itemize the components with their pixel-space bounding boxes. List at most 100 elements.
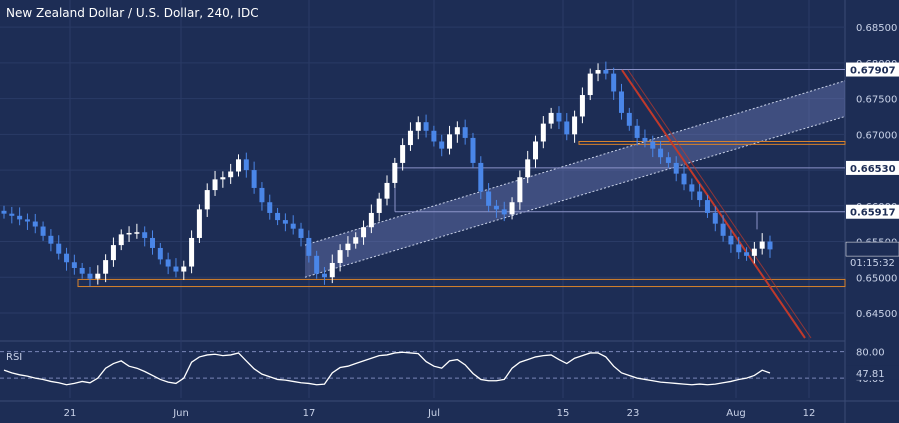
countdown-text: 01:15:32 — [850, 258, 895, 269]
x-tick-label: 21 — [64, 408, 77, 419]
chart-title: New Zealand Dollar / U.S. Dollar, 240, I… — [6, 6, 259, 20]
candle-body — [165, 259, 171, 267]
rsi-current-value: 47.81 — [856, 369, 885, 380]
candle-body — [533, 141, 539, 160]
candle-body — [454, 127, 460, 135]
candle-body — [353, 237, 359, 244]
candle-body — [626, 112, 632, 126]
channel-lower-line — [304, 115, 846, 278]
candle-body — [150, 237, 156, 248]
candle-body — [95, 273, 101, 279]
price-label-box — [846, 160, 899, 175]
candle-body — [220, 177, 226, 180]
candle-body — [587, 73, 593, 96]
candle-body — [173, 266, 179, 272]
candle-body — [540, 123, 546, 142]
candle-body — [118, 234, 124, 246]
price-label-box — [846, 62, 899, 77]
horizontal-levels — [394, 69, 845, 230]
rising-channel — [304, 80, 846, 278]
candle-body — [548, 112, 554, 124]
price-label-text: 0.65917 — [850, 208, 896, 219]
candle-body — [728, 235, 734, 245]
candle-body — [267, 202, 273, 213]
current-price-box — [845, 241, 899, 257]
price-label-text: 0.67907 — [850, 66, 896, 77]
candle-body — [634, 125, 640, 138]
candle-body — [9, 213, 15, 216]
candle-body — [751, 248, 757, 256]
candle-body — [71, 262, 77, 268]
candle-body — [673, 162, 679, 174]
candle-body — [712, 212, 718, 224]
candle-body — [126, 232, 132, 235]
candle-body — [650, 141, 656, 149]
downtrend-line-outer — [621, 69, 806, 339]
candle-body — [642, 137, 648, 142]
candle-body — [17, 215, 23, 220]
candle-body — [384, 182, 390, 199]
candle-body — [1, 210, 7, 214]
candle-body — [290, 223, 296, 229]
x-tick-label: 12 — [803, 408, 816, 419]
y-tick-label: 0.67500 — [856, 95, 897, 106]
candle-body — [681, 173, 687, 185]
candle-body — [697, 191, 703, 201]
candle-body — [564, 121, 570, 135]
downtrend-line-inner — [627, 69, 812, 339]
x-tick-label: Jul — [427, 408, 440, 419]
candle-body — [337, 250, 343, 263]
downtrend-line — [621, 69, 812, 339]
candle-body — [306, 237, 312, 256]
candle-body — [486, 191, 492, 206]
candle-body — [298, 228, 304, 238]
candle-body — [509, 202, 515, 215]
candle-body — [196, 209, 202, 238]
candle-body — [501, 209, 507, 215]
candle-body — [56, 243, 62, 254]
candle-body — [368, 212, 374, 228]
rsi-label: RSI — [6, 352, 22, 363]
price-label-box — [846, 204, 899, 219]
candle-body — [345, 243, 351, 251]
candle-body — [110, 245, 116, 261]
candle-body — [423, 122, 429, 131]
candle-body — [376, 198, 382, 213]
candle-body — [579, 95, 585, 117]
candle-body — [478, 162, 484, 192]
channel-band — [305, 80, 845, 278]
candle-body — [212, 179, 218, 191]
candle-body — [79, 267, 85, 274]
y-tick-label: 0.68500 — [856, 23, 897, 34]
candle-body — [493, 205, 499, 210]
candle-body — [603, 70, 609, 74]
candle-body — [462, 127, 468, 138]
candle-body — [767, 241, 773, 250]
candle-body — [517, 177, 523, 203]
candle-body — [744, 252, 750, 256]
x-tick-label: Aug — [726, 408, 746, 419]
candle-body — [235, 159, 241, 172]
candle-body — [314, 255, 320, 274]
candle-body — [24, 219, 30, 222]
candle-body — [32, 221, 38, 227]
candle-body — [470, 137, 476, 163]
candle-body — [611, 73, 617, 92]
candle-body — [189, 237, 195, 267]
candle-body — [87, 273, 93, 279]
candle-body — [361, 227, 367, 238]
rsi-tick-label: 80.00 — [856, 348, 885, 359]
candle-body — [282, 220, 288, 224]
candle-body — [157, 247, 163, 260]
candle-body — [40, 226, 46, 236]
candle-body — [48, 235, 54, 244]
candle-body — [618, 91, 624, 113]
candle-body — [759, 241, 765, 249]
candle-body — [251, 170, 257, 188]
candle-body — [415, 122, 421, 131]
support-zone-upper — [578, 140, 846, 145]
